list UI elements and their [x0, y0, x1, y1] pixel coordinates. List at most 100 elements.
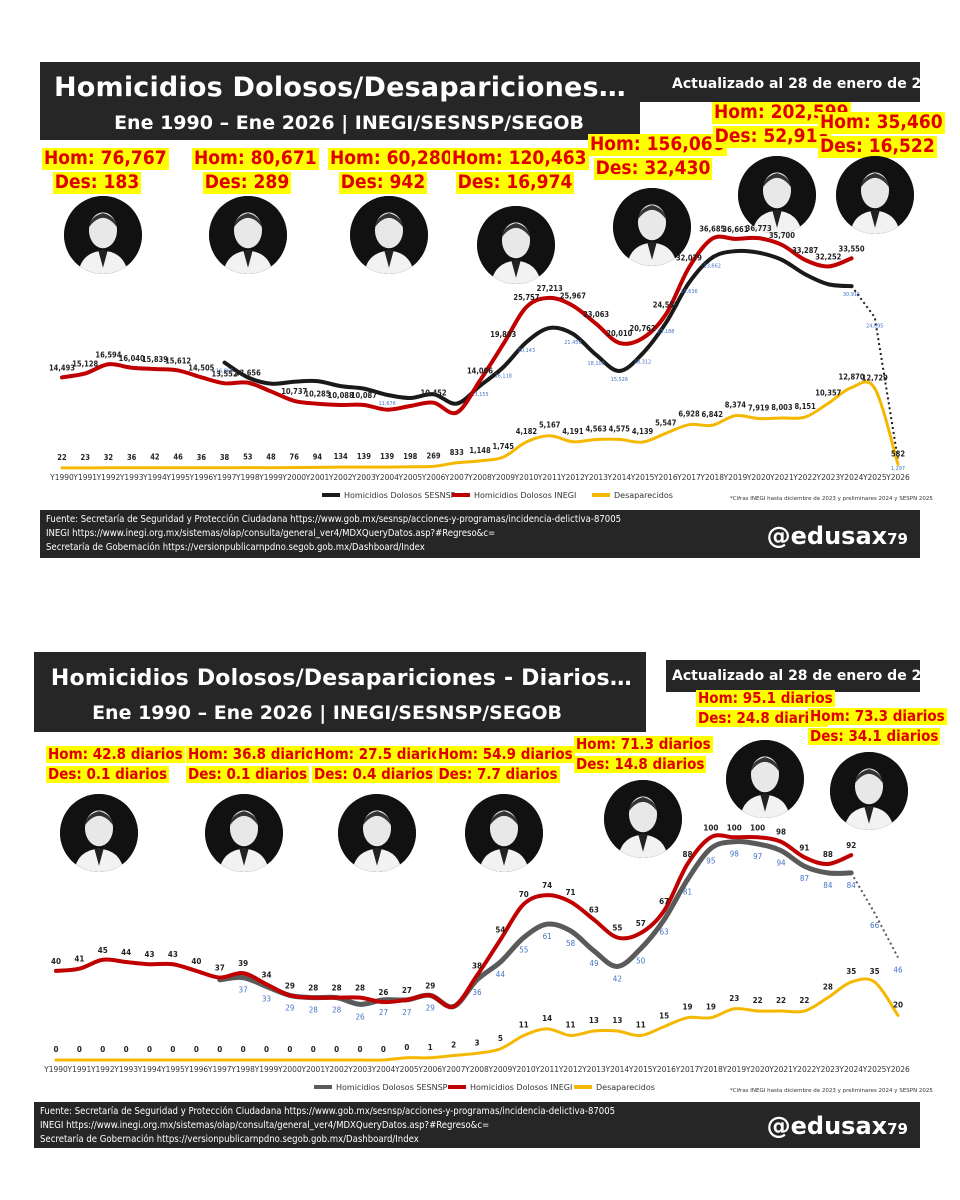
data-label-sesnsp: 98 — [730, 850, 740, 859]
data-label-des: 36 — [197, 453, 207, 462]
homicide-daily: Hom: 42.8 diarios — [46, 745, 185, 764]
data-label-des: 139 — [380, 452, 394, 461]
x-tick-label: Y2022 — [792, 473, 817, 482]
data-label-sesnsp: 81 — [683, 888, 692, 897]
president-portrait — [613, 188, 691, 266]
data-label-inegi: 10,088 — [328, 391, 354, 400]
president-stat: Hom: 202,599 Des: 52,918 — [712, 101, 851, 148]
data-label-sesnsp: 23,188 — [657, 329, 674, 335]
x-tick-label: Y2015 — [630, 473, 655, 482]
x-tick-label: Y2026 — [885, 1065, 910, 1074]
x-tick-label: Y2011 — [534, 1065, 559, 1074]
data-label-inegi: 13,552 — [212, 369, 238, 378]
chart-title: Homicidios Dolosos/Desapariciones - Diar… — [50, 666, 632, 691]
x-tick-label: Y1997 — [212, 473, 237, 482]
data-label-sesnsp: 33,662 — [704, 264, 721, 270]
x-tick-label: Y2004 — [374, 473, 399, 482]
homicide-total: Hom: 202,599 — [712, 101, 851, 124]
homicide-total: Hom: 76,767 — [42, 147, 169, 170]
data-label-inegi: 23,063 — [583, 310, 609, 319]
president-stat: Hom: 156,066 Des: 32,430 — [588, 133, 727, 180]
data-label-inegi: 10,452 — [421, 389, 447, 398]
data-label-des: 8,374 — [725, 401, 747, 410]
data-label-sesnsp: 24,095 — [866, 323, 883, 329]
data-label-des: 198 — [403, 452, 417, 461]
data-label-inegi: 16,594 — [95, 350, 121, 359]
data-label-sesnsp: 1,297 — [891, 466, 905, 472]
data-label-inegi: 100 — [703, 823, 718, 832]
updated-label: Actualizado al 28 de enero de 2026 — [672, 668, 951, 684]
x-tick-label: Y2020 — [746, 473, 771, 482]
data-label-sesnsp: 28 — [309, 1006, 319, 1015]
data-label-inegi: 20,010 — [606, 329, 632, 338]
footer: Fuente: Secretaría de Seguridad y Protec… — [34, 1102, 920, 1148]
legend-label: Homicidios Dolosos SESNSP — [336, 1083, 448, 1092]
homicide-total: Hom: 60,280 — [328, 147, 455, 170]
x-tick-label: Y2016 — [653, 473, 678, 482]
data-label-des: 0 — [147, 1045, 152, 1054]
president-portrait — [477, 206, 555, 284]
data-label-sesnsp: 63 — [660, 928, 669, 937]
data-label-inegi: 88 — [823, 850, 833, 859]
homicide-total: Hom: 156,066 — [588, 133, 727, 156]
data-label-inegi: 33,287 — [792, 246, 818, 255]
data-label-des: 3 — [474, 1038, 479, 1047]
data-label-des: 38 — [220, 453, 230, 462]
data-label-inegi: 15,612 — [165, 356, 191, 365]
data-label-des: 4,139 — [632, 427, 654, 436]
source-line: Fuente: Secretaría de Seguridad y Protec… — [46, 514, 622, 525]
data-label-sesnsp: 21,459 — [564, 340, 581, 346]
data-label-inegi: 16,040 — [119, 354, 145, 363]
president-portrait — [836, 156, 914, 234]
president-portrait — [726, 740, 804, 818]
data-label-inegi: 88 — [682, 850, 692, 859]
disappeared-total: Des: 289 — [202, 170, 292, 194]
president-portrait — [205, 794, 283, 872]
x-tick-label: Y2017 — [676, 473, 701, 482]
data-label-sesnsp: 27 — [379, 1008, 388, 1017]
x-tick-label: Y1998 — [230, 1065, 255, 1074]
data-label-des: 23 — [81, 453, 91, 462]
data-label-des: 22 — [799, 996, 809, 1005]
data-label-des: 10,357 — [815, 388, 841, 397]
data-label-des: 1,745 — [493, 442, 515, 451]
line-chart-daily: Y1990 Y1991 Y1992 Y1993 Y1994 Y1995 Y1996 Y1997… — [43, 823, 933, 1094]
x-tick-label: Y1998 — [235, 473, 260, 482]
x-tick-label: Y2014 — [604, 1065, 629, 1074]
data-label-sesnsp: 46 — [893, 966, 903, 975]
x-tick-label: Y2014 — [606, 473, 631, 482]
legend-label: Desaparecidos — [614, 491, 673, 500]
x-tick-label: Y2026 — [885, 473, 910, 482]
disappeared-daily: Des: 0.4 diarios — [312, 765, 436, 784]
data-label-sesnsp: 61 — [543, 932, 552, 941]
author-handle: @edusax79 — [767, 1112, 908, 1140]
data-label-sesnsp: 95 — [706, 856, 715, 865]
data-label-des: 19 — [682, 1003, 692, 1012]
data-label-des: 0 — [53, 1045, 58, 1054]
data-label-inegi: 13,656 — [235, 369, 261, 378]
x-tick-label: Y2023 — [815, 473, 840, 482]
data-label-des: 12,729 — [862, 373, 888, 382]
homicide-total: Hom: 120,463 — [450, 147, 589, 170]
chart-subtitle: Ene 1990 – Ene 2026 | INEGI/SESNSP/SEGOB — [92, 702, 562, 724]
x-tick-label: Y2008 — [467, 473, 492, 482]
data-label-des: 8,003 — [771, 403, 793, 412]
data-label-inegi: 39 — [238, 959, 248, 968]
president-stat: Hom: 36.8 diarios Des: 0.1 diarios — [186, 745, 325, 784]
president-portrait — [338, 794, 416, 872]
data-label-inegi: 71 — [566, 888, 576, 897]
footer: Fuente: Secretaría de Seguridad y Protec… — [40, 510, 920, 558]
data-label-sesnsp: 15,526 — [611, 377, 628, 383]
data-label-inegi: 10,285 — [304, 390, 330, 399]
data-label-inegi: 36,773 — [746, 224, 772, 233]
data-label-sesnsp: 94 — [776, 859, 786, 868]
data-label-sesnsp: 26 — [355, 1012, 365, 1021]
x-tick-label: Y2019 — [721, 1065, 746, 1074]
source-line: INEGI https://www.inegi.org.mx/sistemas/… — [40, 1120, 490, 1131]
data-label-sesnsp: 36 — [472, 988, 482, 997]
data-label-des: 2 — [451, 1041, 456, 1050]
series-line-des — [60, 380, 900, 470]
disappeared-daily: Des: 24.8 diarios — [696, 709, 829, 728]
data-label-inegi: 29 — [425, 981, 435, 990]
data-label-sesnsp: 33 — [262, 995, 271, 1004]
